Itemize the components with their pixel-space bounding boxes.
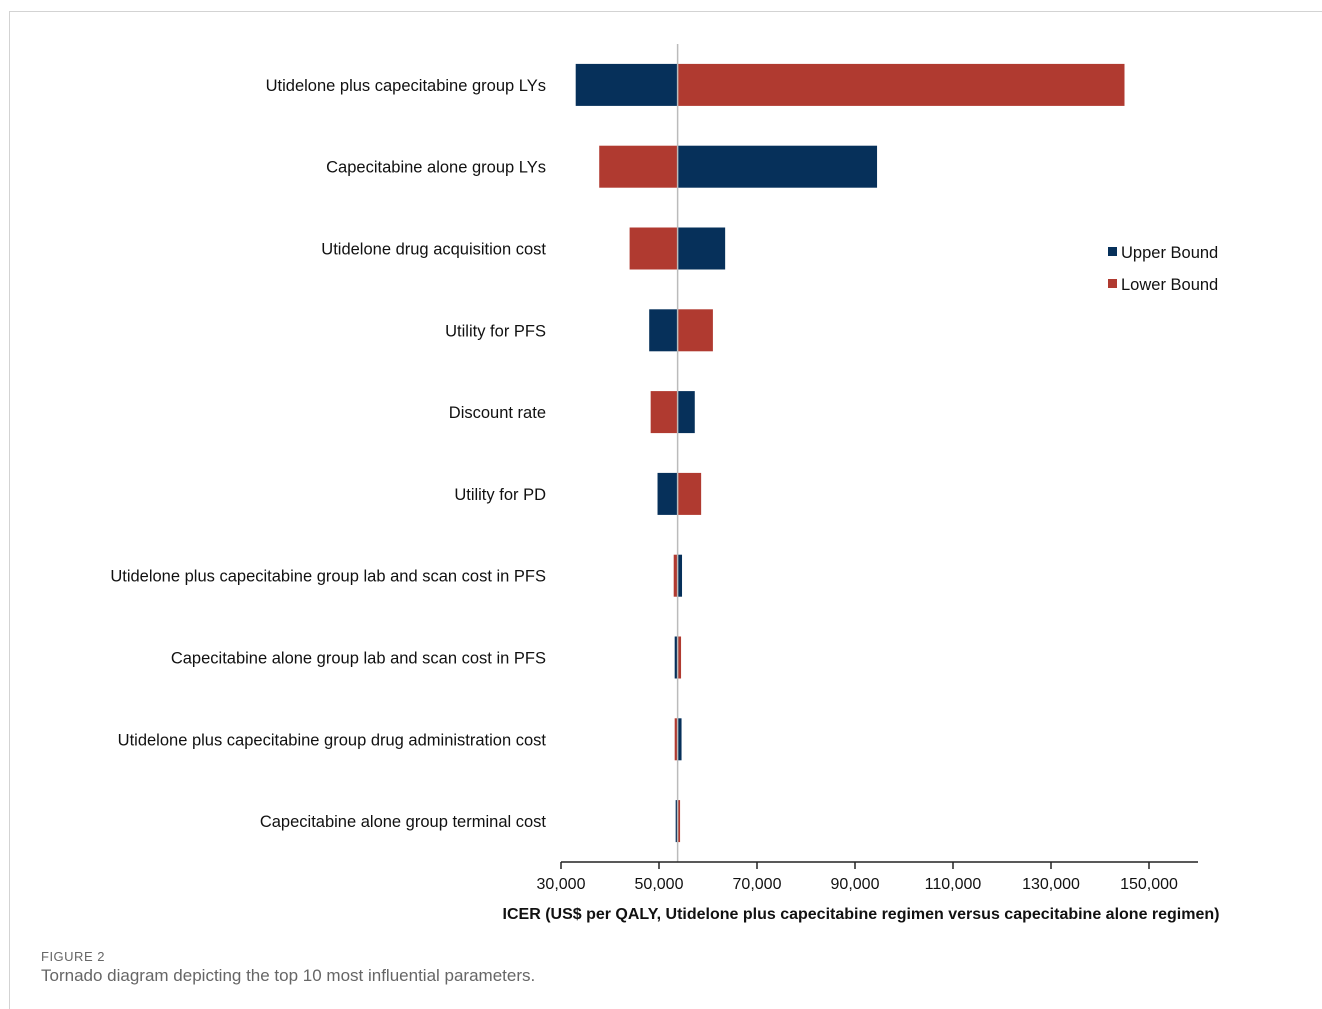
category-label-3: Utility for PFS (445, 322, 546, 340)
bar-upper-6 (677, 554, 683, 597)
bar-upper-8 (677, 718, 682, 761)
bar-lower-2 (629, 227, 678, 270)
x-axis-title: ICER (US$ per QALY, Utidelone plus capec… (503, 906, 1220, 923)
bar-lower-4 (650, 391, 678, 434)
legend-label-1: Lower Bound (1121, 276, 1218, 294)
bar-lower-6 (673, 554, 678, 597)
bar-upper-9 (675, 800, 678, 843)
tornado-chart: 30,000 50,000 70,000 90,000 110,000 130,000 15… (110, 44, 1220, 923)
x-tick-label-5: 130,000 (1022, 876, 1080, 893)
category-label-7: Capecitabine alone group lab and scan co… (171, 650, 546, 668)
figure-frame (9, 11, 1322, 1009)
bar-upper-0 (575, 63, 678, 106)
figure-caption: Tornado diagram depicting the top 10 mos… (41, 966, 536, 985)
legend: Upper Bound Lower Bound (1108, 244, 1218, 294)
bar-upper-4 (677, 391, 695, 434)
x-tick-label-1: 50,000 (635, 876, 684, 893)
x-tick-label-0: 30,000 (537, 876, 586, 893)
category-label-1: Capecitabine alone group LYs (326, 159, 546, 177)
bar-upper-3 (649, 309, 678, 352)
category-label-6: Utidelone plus capecitabine group lab an… (110, 568, 546, 586)
legend-swatch-1 (1108, 279, 1117, 288)
legend-label-0: Upper Bound (1121, 244, 1218, 262)
bar-upper-2 (677, 227, 726, 270)
category-label-4: Discount rate (449, 404, 546, 422)
category-labels: Utidelone plus capecitabine group LYs Cap… (110, 77, 546, 831)
category-label-5: Utility for PD (454, 486, 546, 504)
bar-lower-5 (677, 472, 702, 515)
x-tick-label-3: 90,000 (831, 876, 880, 893)
legend-swatch-0 (1108, 247, 1117, 256)
bar-lower-1 (599, 145, 678, 188)
category-label-9: Capecitabine alone group terminal cost (260, 813, 547, 831)
bars-layer (575, 63, 1125, 843)
bar-lower-0 (677, 63, 1125, 106)
x-tick-label-4: 110,000 (925, 876, 982, 893)
bar-upper-1 (677, 145, 878, 188)
bar-lower-8 (674, 718, 678, 761)
category-label-2: Utidelone drug acquisition cost (321, 241, 546, 259)
bar-lower-7 (677, 636, 682, 679)
x-tick-label-2: 70,000 (733, 876, 782, 893)
bar-lower-3 (677, 309, 713, 352)
bar-upper-5 (657, 472, 678, 515)
bar-upper-7 (674, 636, 678, 679)
x-tick-label-6: 150,000 (1120, 876, 1178, 893)
bar-lower-9 (677, 800, 681, 843)
category-label-8: Utidelone plus capecitabine group drug a… (118, 731, 547, 749)
category-label-0: Utidelone plus capecitabine group LYs (266, 77, 546, 95)
figure-label: FIGURE 2 (41, 949, 105, 964)
x-ticks: 30,000 50,000 70,000 90,000 110,000 130,000 15… (537, 862, 1178, 893)
